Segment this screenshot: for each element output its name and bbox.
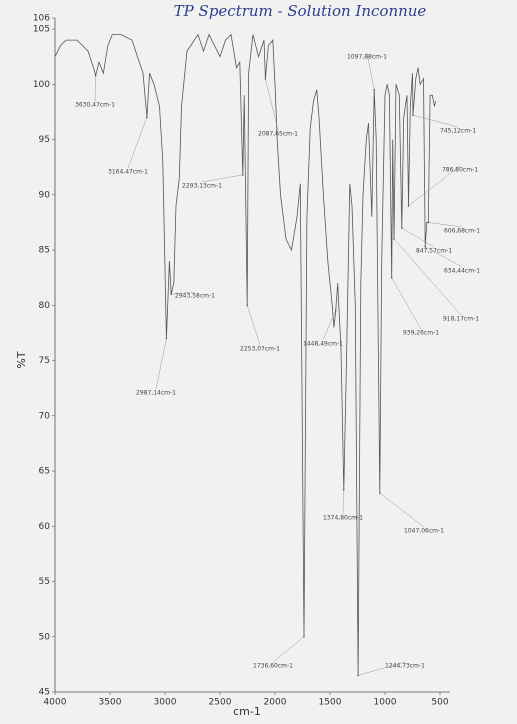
peak-label: 634,44cm-1 xyxy=(444,268,480,275)
annotation-leader xyxy=(408,165,461,207)
peak-label: 786,80cm-1 xyxy=(442,167,478,174)
annotation-leader xyxy=(265,78,279,131)
y-tick-label: 80 xyxy=(39,301,51,311)
x-tick-label: 4000 xyxy=(44,698,67,708)
x-tick-label: 2000 xyxy=(264,698,287,708)
x-tick-label: 1500 xyxy=(319,698,342,708)
peak-marker xyxy=(342,489,345,491)
peak-marker xyxy=(357,674,359,677)
annotation-leader xyxy=(94,75,96,102)
peak-marker xyxy=(393,238,395,240)
peak-marker xyxy=(94,74,97,77)
peak-marker xyxy=(407,205,410,207)
annotation-leader xyxy=(272,636,305,663)
annotation-leader xyxy=(358,661,406,676)
peak-label: 1736,60cm-1 xyxy=(253,663,293,670)
y-tick-label: 85 xyxy=(39,246,50,256)
annotation-leader xyxy=(201,174,243,183)
annotation-leader xyxy=(393,238,462,316)
y-tick-label: 95 xyxy=(39,135,50,145)
x-tick-label: 2500 xyxy=(209,698,232,708)
peak-label: 2293,13cm-1 xyxy=(182,183,222,190)
peak-marker xyxy=(379,492,381,494)
peak-label: 1047,06cm-1 xyxy=(404,528,444,535)
y-tick-label: 65 xyxy=(39,467,50,477)
y-tick-label: 105 xyxy=(33,25,50,35)
x-tick-label: 500 xyxy=(431,698,448,708)
annotation-leader xyxy=(127,117,148,169)
peak-marker xyxy=(334,310,337,312)
y-tick-label: 45 xyxy=(39,688,50,698)
peak-label: 2087,65cm-1 xyxy=(258,131,298,138)
peak-marker xyxy=(170,293,173,296)
y-tick-label: 75 xyxy=(39,356,50,366)
peak-marker xyxy=(246,304,248,307)
annotation-leader xyxy=(425,246,463,268)
annotation-leader xyxy=(412,114,459,128)
y-tick-label: 100 xyxy=(33,80,50,90)
peak-label: 2943,58cm-1 xyxy=(175,293,215,300)
peak-label: 2253,07cm-1 xyxy=(240,346,280,353)
peak-marker xyxy=(424,245,427,248)
peak-label: 3164,47cm-1 xyxy=(108,169,148,176)
peak-marker xyxy=(400,227,403,229)
annotation-leader xyxy=(379,492,425,528)
peak-marker xyxy=(427,221,430,224)
peak-label: 939,26cm-1 xyxy=(403,330,439,337)
annotation-leader xyxy=(391,277,422,330)
peak-marker xyxy=(373,89,376,91)
peak-label: 1244,73cm-1 xyxy=(385,663,425,670)
peak-label: 847,57cm-1 xyxy=(416,248,452,255)
peak-label: 3630,47cm-1 xyxy=(75,102,115,109)
x-tick-label: 3000 xyxy=(154,698,177,708)
peak-marker xyxy=(165,337,168,340)
x-tick-label: 3500 xyxy=(99,698,122,708)
peak-marker xyxy=(303,635,305,638)
peak-label: 918,17cm-1 xyxy=(443,316,479,323)
y-tick-label: 60 xyxy=(39,522,51,532)
x-axis-label: cm-1 xyxy=(233,705,261,718)
y-tick-label: 55 xyxy=(39,577,50,587)
y-tick-label: 50 xyxy=(39,632,51,642)
peak-marker xyxy=(241,174,244,176)
annotation-leader xyxy=(428,222,463,228)
y-tick-label: 90 xyxy=(39,190,51,200)
annotation-leader xyxy=(155,338,167,390)
peak-marker xyxy=(146,116,148,119)
y-axis-label: %T xyxy=(15,351,28,368)
annotation-leader xyxy=(401,227,435,248)
annotation-leader xyxy=(246,305,261,346)
peak-marker xyxy=(264,77,267,80)
peak-marker xyxy=(390,276,393,279)
chart-title: TP Spectrum - Solution Inconnue xyxy=(174,2,427,20)
peak-label: 1374,80cm-1 xyxy=(323,515,363,522)
spectrum-line xyxy=(54,33,436,676)
peak-label: 606,68cm-1 xyxy=(444,228,480,235)
annotation-leader xyxy=(342,489,345,515)
y-tick-label: 70 xyxy=(39,411,51,421)
y-tick-label: 106 xyxy=(33,14,50,24)
peak-label: 2987,14cm-1 xyxy=(136,390,176,397)
x-tick-label: 1000 xyxy=(374,698,397,708)
annotation-leader xyxy=(366,52,375,90)
peak-marker xyxy=(412,114,414,117)
peak-label: 745,12cm-1 xyxy=(440,128,476,135)
annotation-leader xyxy=(171,291,196,295)
peak-label: 1448,49cm-1 xyxy=(303,341,343,348)
peak-label: 1097,88cm-1 xyxy=(347,54,387,61)
annotation-leader xyxy=(322,310,336,341)
